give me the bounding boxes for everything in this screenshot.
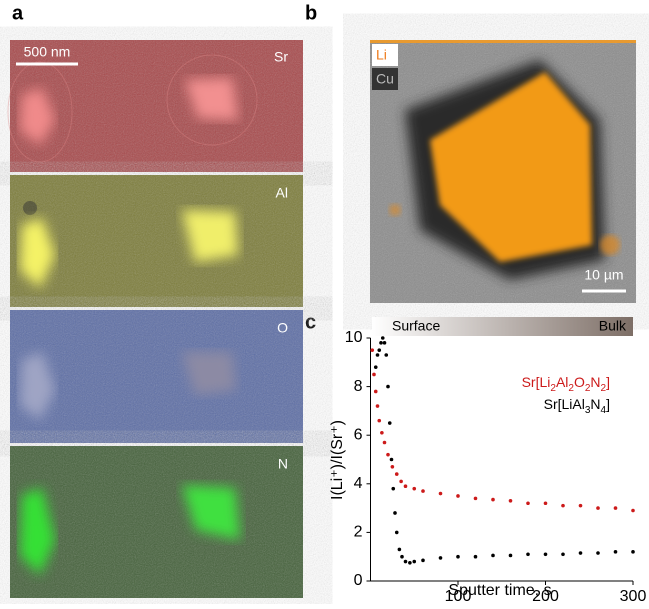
data-point xyxy=(526,552,530,557)
panel-letter: a xyxy=(12,2,24,24)
data-point xyxy=(387,421,392,425)
data-point xyxy=(380,430,384,435)
map-sr xyxy=(7,40,303,172)
data-point xyxy=(596,506,600,510)
map-o xyxy=(10,310,303,443)
gradient-label: Surface xyxy=(392,318,440,334)
data-point xyxy=(543,501,548,506)
data-point xyxy=(389,457,394,462)
data-point xyxy=(456,494,460,498)
data-point xyxy=(372,372,376,377)
legend-label: Cu xyxy=(376,71,394,87)
data-point xyxy=(373,365,378,369)
data-point xyxy=(399,479,403,484)
data-point xyxy=(631,550,635,554)
data-point xyxy=(412,486,417,491)
data-point xyxy=(382,440,387,445)
data-point xyxy=(508,499,513,503)
data-point xyxy=(613,550,618,554)
data-point xyxy=(543,552,548,557)
data-point xyxy=(380,336,385,340)
data-point xyxy=(382,341,387,345)
data-point xyxy=(421,489,425,493)
panel-letter: b xyxy=(305,2,317,24)
channel-label: Al xyxy=(276,185,288,201)
channel-label: O xyxy=(277,320,288,336)
channel-label: Sr xyxy=(274,49,288,65)
data-point xyxy=(491,553,495,558)
data-point xyxy=(375,353,380,357)
data-point xyxy=(393,511,397,515)
legend-label: Li xyxy=(376,47,387,63)
y-tick-label: 4 xyxy=(354,475,363,492)
data-point xyxy=(438,556,443,560)
scale-bar-label: 500 nm xyxy=(24,44,71,60)
data-point xyxy=(526,501,530,506)
data-point xyxy=(403,559,408,564)
gradient-label: Bulk xyxy=(599,318,627,334)
data-point xyxy=(386,384,390,389)
data-point xyxy=(456,554,460,559)
data-point xyxy=(397,547,402,552)
map-li-cu xyxy=(370,40,636,303)
data-point xyxy=(508,553,513,558)
x-tick-label: 200 xyxy=(532,588,559,604)
data-point xyxy=(373,389,378,394)
chart: 0 2 4 6 8 10 100 200 300 Sr[Li2Al2O2N2]Sr[LiAl3N4… xyxy=(345,329,647,605)
panel-letter: c xyxy=(305,311,316,333)
data-point xyxy=(473,496,478,501)
legend-box xyxy=(372,44,398,66)
y-tick-label: 0 xyxy=(354,572,363,589)
legend-label: Sr[LiAl3N4] xyxy=(544,396,610,416)
data-point xyxy=(473,554,478,559)
data-point xyxy=(394,472,399,476)
map-n xyxy=(10,446,303,598)
data-point xyxy=(370,348,375,352)
data-point xyxy=(384,353,389,357)
data-point xyxy=(408,560,412,565)
legend-box xyxy=(372,68,398,90)
y-tick-label: 2 xyxy=(354,524,363,541)
data-point xyxy=(379,341,383,345)
data-point xyxy=(391,486,396,491)
scale-bar-label: 10 µm xyxy=(584,267,623,283)
data-point xyxy=(596,551,600,555)
data-point xyxy=(613,506,618,510)
data-point xyxy=(390,464,395,469)
data-point xyxy=(377,418,382,423)
data-point xyxy=(377,348,382,352)
y-tick-label: 8 xyxy=(354,378,363,395)
data-point xyxy=(386,452,390,457)
data-point xyxy=(561,503,565,508)
y-tick-label: 10 xyxy=(345,329,363,346)
data-point xyxy=(394,530,399,535)
y-axis-label: I(Li⁺)/I(Sr⁺) xyxy=(329,420,346,500)
x-tick-label: 100 xyxy=(445,588,472,604)
legend-label: Sr[Li2Al2O2N2] xyxy=(522,374,610,394)
data-point xyxy=(403,484,408,489)
data-point xyxy=(578,503,583,508)
x-axis-label: Sputter time, s xyxy=(448,582,551,599)
data-point xyxy=(375,404,380,408)
channel-label: N xyxy=(278,456,288,472)
data-point xyxy=(421,558,425,563)
data-point xyxy=(561,552,565,557)
data-point xyxy=(400,554,404,559)
data-point xyxy=(491,497,495,502)
x-tick-label: 300 xyxy=(620,588,647,604)
depth-gradient xyxy=(372,317,633,336)
data-point xyxy=(438,491,443,496)
data-point xyxy=(631,508,635,513)
data-point xyxy=(412,559,417,564)
data-point xyxy=(578,551,583,555)
y-tick-label: 6 xyxy=(354,426,363,443)
map-al xyxy=(10,175,303,307)
